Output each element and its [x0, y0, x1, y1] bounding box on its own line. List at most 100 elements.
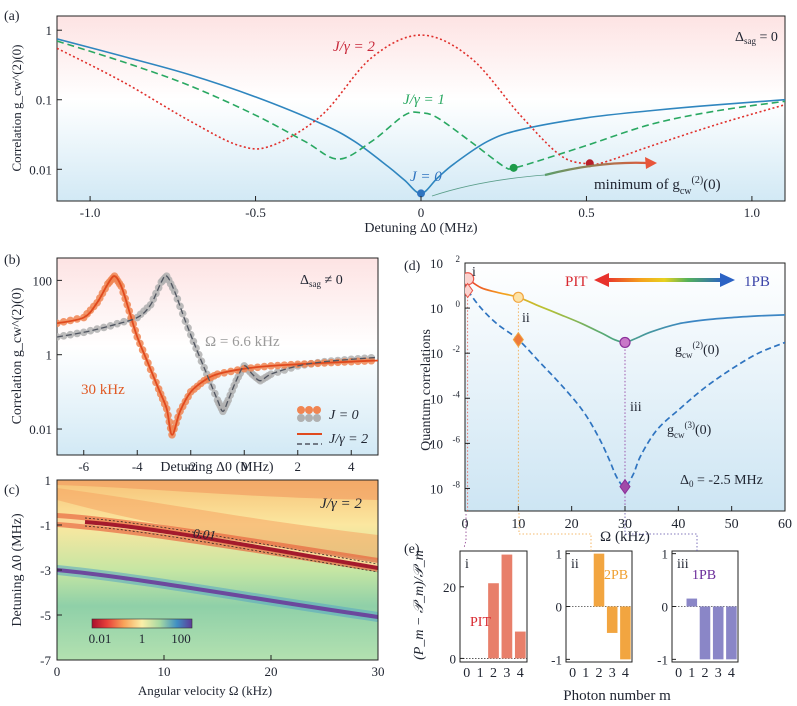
annotation-delta0: Δ0 = -2.5 MHz — [680, 473, 763, 489]
x-tick-label-e: 0 — [675, 666, 682, 681]
x-axis-label-a: Detuning Δ0 (MHz) — [364, 221, 478, 236]
annotation-omega-6-6: Ω = 6.6 kHz — [205, 334, 280, 350]
annotation-pit: PIT — [565, 274, 588, 290]
minimum-arrow — [544, 161, 649, 177]
y-axis-label-c: Detuning Δ0 (MHz) — [10, 513, 25, 627]
legend-b: J = 0 J/γ = 2 — [297, 406, 368, 447]
data-point-b-1 — [189, 337, 198, 346]
y-tick-label-c: -5 — [40, 608, 51, 623]
y-tick-label-d: 10 — [430, 391, 443, 406]
annotation-1pb: 1PB — [744, 274, 770, 290]
x-tick-label-e: 3 — [715, 666, 722, 681]
panel-c: 0 10 20 30 1 -1 -3 -5 -7 (c) Detuning Δ0 (MHz) A… — [4, 473, 385, 698]
y-tick-label-d: 10 — [430, 346, 443, 361]
minimum-arrow-head — [645, 157, 657, 169]
y-tick-label-a: 0.1 — [36, 93, 52, 108]
y-tick-label-e: 0 — [450, 651, 457, 666]
series-line-b-1 — [57, 275, 378, 412]
y-tick-label-d: 10 — [430, 436, 443, 451]
y-tick-label-e: 0 — [662, 600, 669, 615]
colorbar-label-low: 0.01 — [89, 631, 112, 646]
x-tick-label-a: -0.5 — [245, 205, 266, 220]
data-point-b-1 — [192, 344, 200, 352]
y-axis-label-d: Quantum correlations — [419, 329, 434, 451]
y-tick-exponent-d: 0 — [456, 299, 461, 309]
data-point-b-1 — [267, 370, 275, 378]
bar-ii-3 — [606, 606, 618, 633]
annotation-j-gamma-2: J/γ = 2 — [333, 39, 375, 55]
data-point-b-1 — [59, 332, 68, 340]
y-tick-label-e: -1 — [657, 652, 668, 667]
x-tick-label-b: -6 — [78, 459, 89, 474]
x-tick-label-b: 0 — [241, 459, 248, 474]
annotation-j-gamma-1: J/γ = 1 — [403, 92, 445, 108]
highlight-point-a-1 — [509, 163, 518, 172]
data-point-b-1 — [113, 319, 121, 328]
data-point-b-1 — [152, 289, 160, 298]
x-tick-label-a: 0 — [418, 205, 425, 220]
marker-label-i: i — [472, 265, 476, 280]
colorbar — [91, 618, 193, 629]
bar-ii-2 — [593, 553, 605, 607]
x-tick-label-c: 30 — [372, 664, 385, 679]
bar-iii-1 — [686, 598, 698, 607]
x-tick-label-e: 4 — [622, 666, 629, 681]
minimum-trace — [431, 174, 546, 197]
data-point-b-1 — [273, 368, 282, 376]
x-tick-label-e: 1 — [477, 666, 484, 681]
arrow-left-head — [594, 273, 609, 287]
y-tick-label-e: 1 — [556, 547, 563, 562]
x-tick-label-e: 4 — [728, 666, 735, 681]
pit-1pb-arrow-bar — [606, 278, 723, 282]
subplot-label-i: i — [465, 557, 469, 572]
annotation-j-zero: J = 0 — [410, 169, 442, 185]
y-tick-label-d: 10 — [430, 301, 443, 316]
panel-d-label: (d) — [404, 259, 421, 274]
x-axis-label-e: Photon number m — [563, 688, 671, 704]
y-tick-label-e: 1 — [662, 547, 669, 562]
legend-j-zero: J = 0 — [329, 408, 359, 423]
subplot-title-iii: 1PB — [692, 568, 716, 583]
subplot-title-ii: 2PB — [604, 568, 628, 583]
panel-e-label: (e) — [404, 542, 420, 557]
x-tick-label-d: 0 — [462, 517, 469, 532]
x-tick-label-e: 0 — [569, 666, 576, 681]
panel-b-frame — [56, 257, 379, 456]
y-tick-exponent-d: -2 — [453, 344, 461, 354]
y-tick-exponent-d: -4 — [453, 389, 461, 399]
y-tick-label-b: 1 — [46, 348, 53, 363]
annotation-dsag-zero: Δsag = 0 — [735, 30, 778, 46]
x-tick-label-d: 10 — [511, 517, 525, 532]
y-tick-label-c: -7 — [40, 653, 51, 668]
x-tick-label-b: 4 — [348, 459, 355, 474]
bar-i-4 — [514, 631, 526, 659]
bar-iii-4 — [726, 606, 737, 660]
marker-circle-1 — [512, 291, 524, 303]
y-tick-label-b: 0.01 — [29, 422, 52, 437]
connector-ii — [518, 513, 592, 551]
annotation-dsag-nonzero: Δsag ≠ 0 — [300, 273, 343, 289]
data-point-b-1 — [86, 326, 95, 335]
marker-label-iii: iii — [630, 400, 642, 415]
subplot-label-iii: iii — [677, 557, 689, 572]
series-line-d-0 — [467, 278, 785, 344]
y-tick-label-d: 10 — [430, 481, 443, 496]
x-tick-label-e: 2 — [596, 666, 603, 681]
panel-a-frame — [56, 15, 786, 202]
y-tick-exponent-d: -6 — [453, 434, 461, 444]
panel-a-label: (a) — [4, 9, 20, 24]
marker-diamond-1 — [512, 331, 524, 348]
y-axis-label-b: Correlation g_cw^(2)(0) — [10, 287, 25, 424]
x-tick-label-c: 20 — [265, 664, 278, 679]
panel-a: -1.0 -0.5 0 0.5 1.0 1 0.1 0.01 (a) Correlation … — [4, 9, 786, 236]
x-tick-label-e: 2 — [702, 666, 709, 681]
x-tick-label-e: 1 — [688, 666, 695, 681]
x-tick-label-d: 60 — [778, 517, 792, 532]
y-tick-label-c: 1 — [45, 473, 52, 488]
x-tick-label-e: 2 — [490, 666, 497, 681]
bar-iii-2 — [699, 606, 711, 660]
x-tick-label-c: 10 — [158, 664, 171, 679]
heatmap-features — [57, 480, 378, 622]
